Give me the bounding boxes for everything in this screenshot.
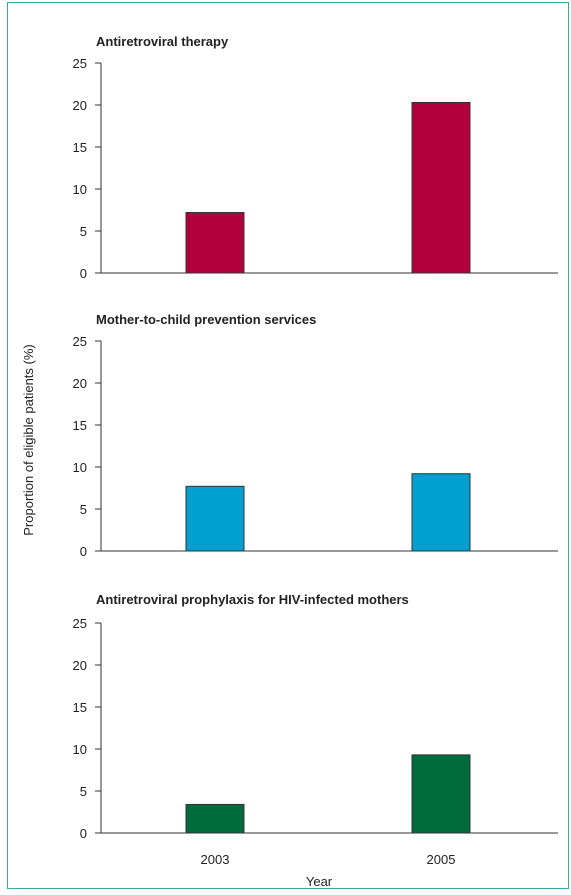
bar-2005 [411,754,471,834]
y-tick-label: 15 [73,418,87,433]
y-tick-label: 25 [73,616,87,631]
y-tick-label: 0 [80,266,87,281]
x-axis-label: Year [306,874,333,889]
y-tick-label: 20 [73,376,87,391]
y-tick-label: 0 [80,826,87,841]
bar-2005 [411,101,471,274]
y-tick-label: 10 [73,742,87,757]
y-axis-label: Proportion of eligible patients (%) [21,344,36,536]
bar-2003 [185,212,245,274]
y-tick-label: 20 [73,658,87,673]
y-tick-label: 25 [73,56,87,71]
chart-title: Antiretroviral prophylaxis for HIV-infec… [96,592,409,607]
x-tick-label: 2005 [427,852,456,867]
y-tick-label: 25 [73,334,87,349]
y-tick-label: 15 [73,140,87,155]
chart-title: Antiretroviral therapy [96,34,229,49]
y-tick-label: 20 [73,98,87,113]
chart-title: Mother-to-child prevention services [96,312,316,327]
y-tick-label: 0 [80,544,87,559]
y-tick-label: 5 [80,224,87,239]
y-tick-label: 10 [73,460,87,475]
y-tick-label: 15 [73,700,87,715]
bar-2005 [411,473,471,552]
bar-2003 [185,803,245,834]
y-tick-label: 10 [73,182,87,197]
y-tick-label: 5 [80,502,87,517]
y-tick-label: 5 [80,784,87,799]
x-tick-label: 2003 [201,852,230,867]
bar-2003 [185,485,245,552]
